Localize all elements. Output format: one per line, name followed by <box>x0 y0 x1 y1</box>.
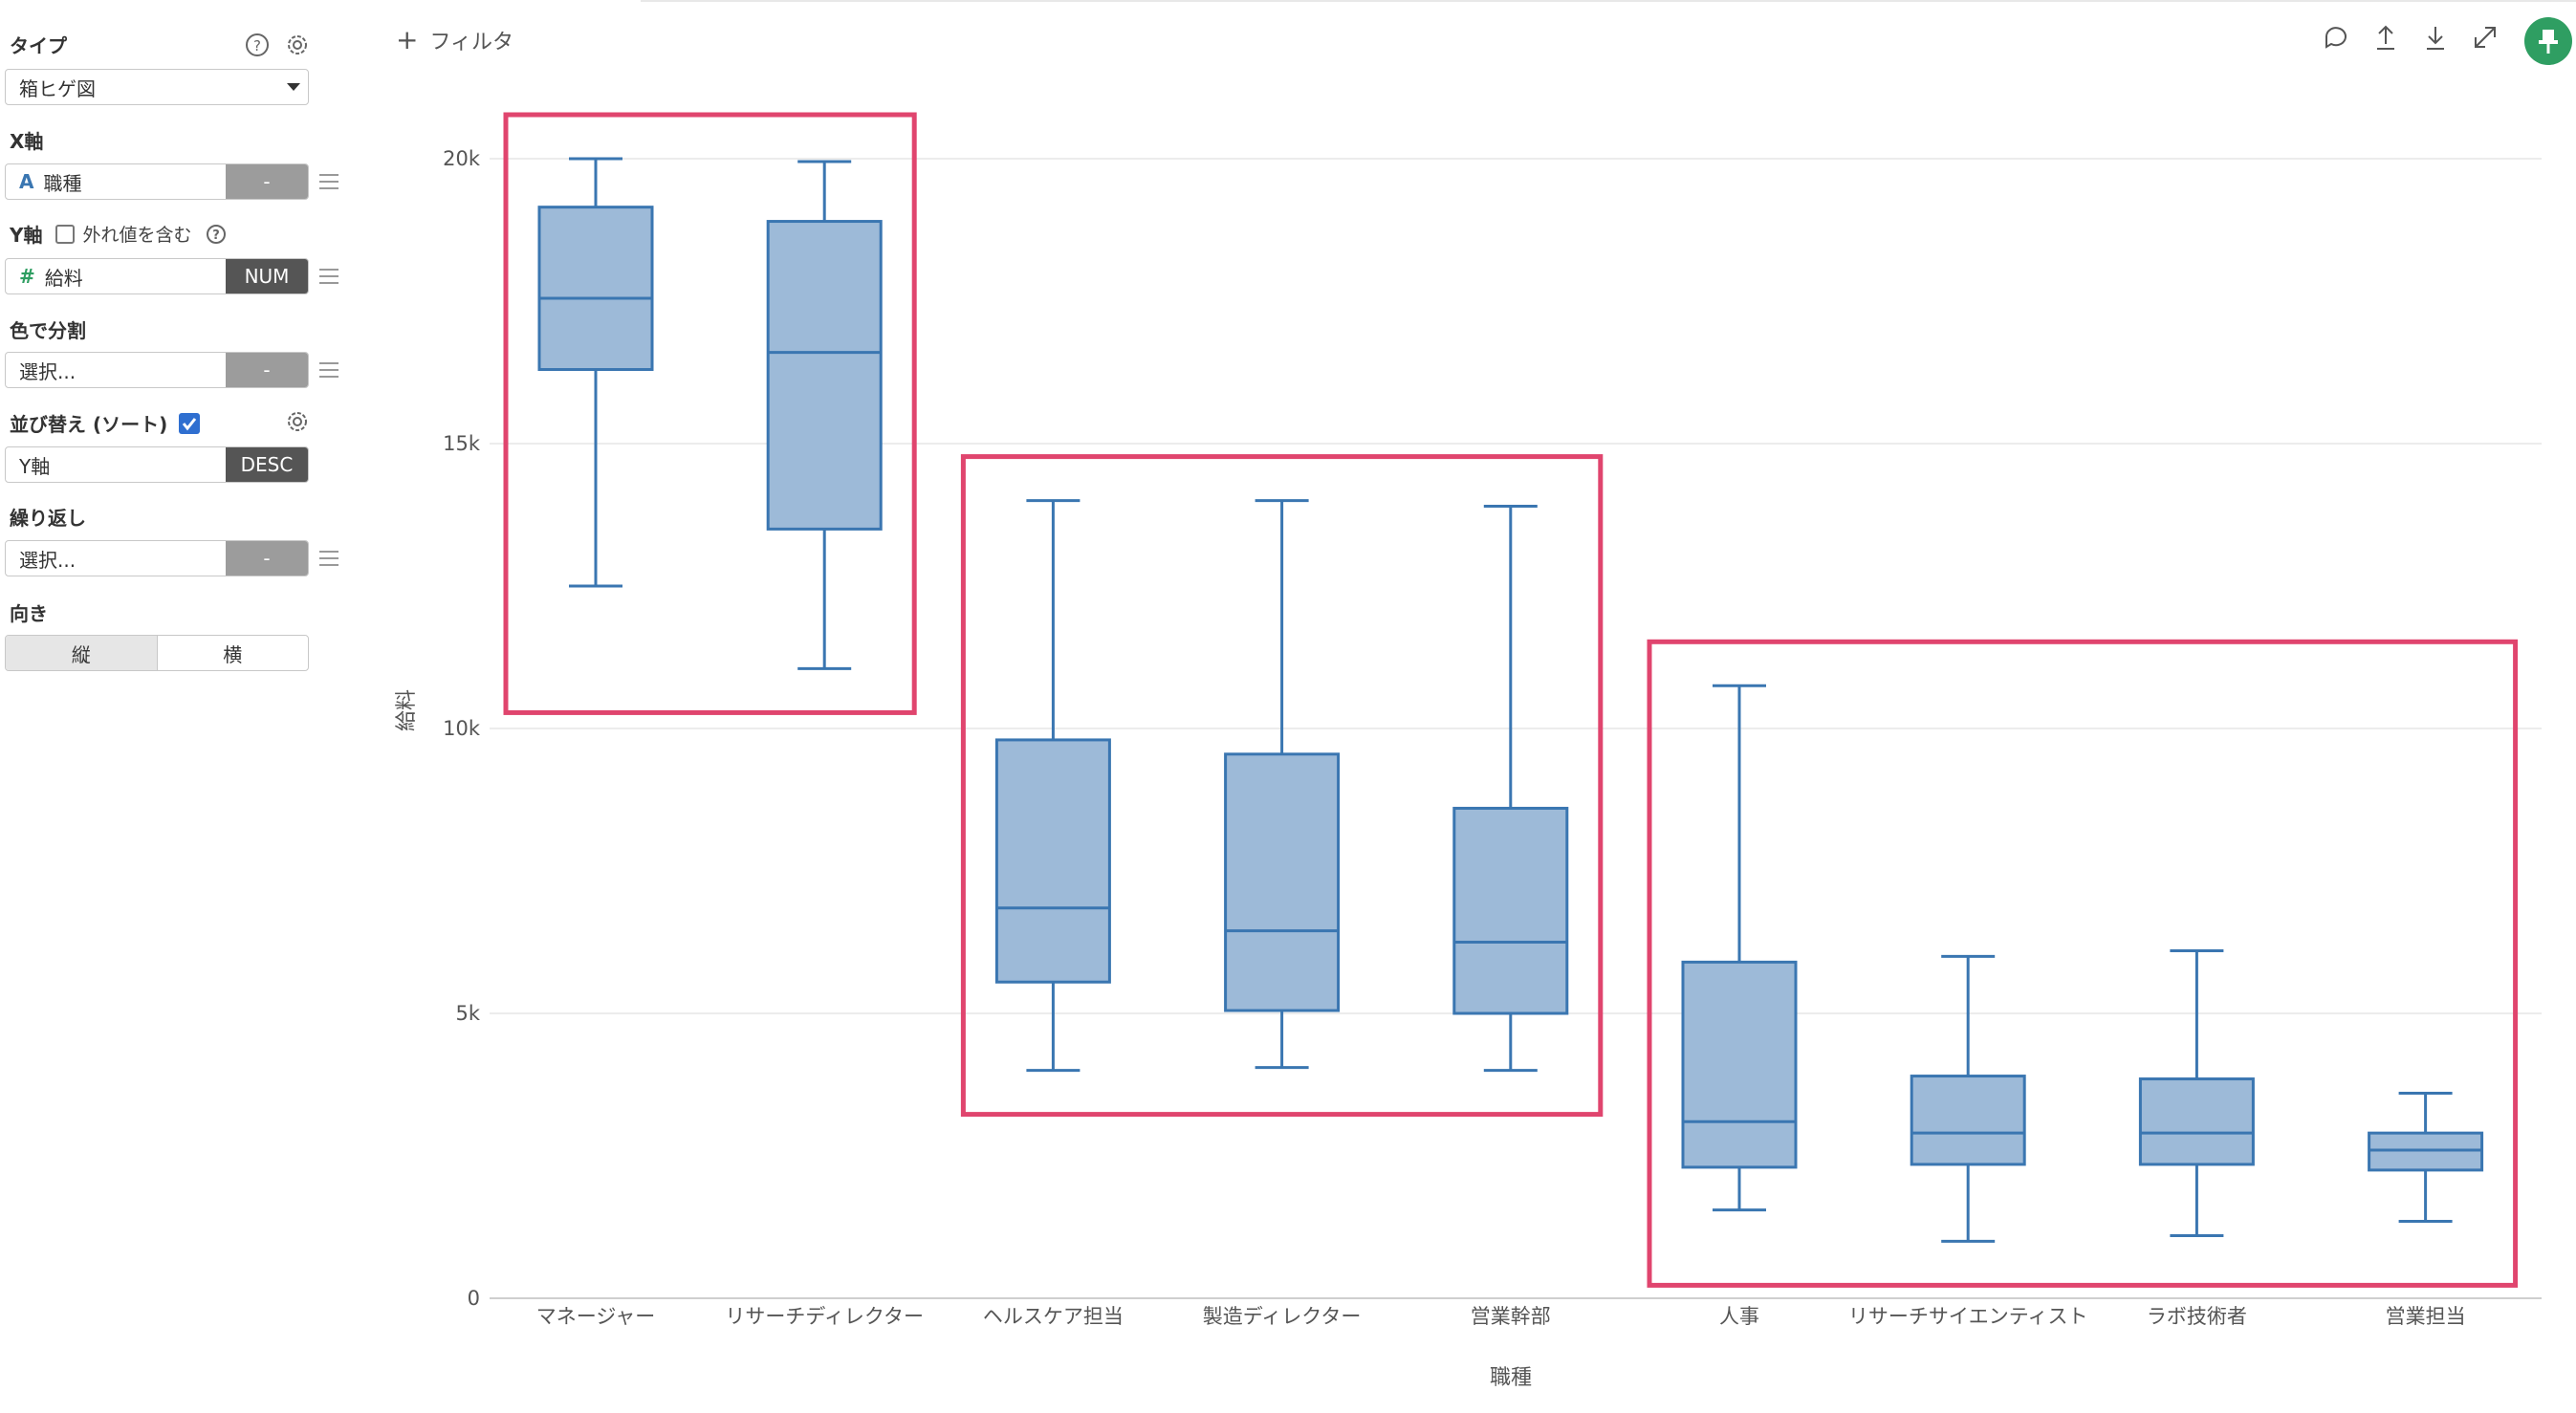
y-axis-menu-icon[interactable] <box>319 269 338 284</box>
add-filter-button[interactable]: + フィルタ <box>396 25 513 55</box>
box <box>766 220 883 531</box>
comment-icon[interactable] <box>2322 23 2350 52</box>
y-axis-field-value: 給料 <box>44 266 83 290</box>
x-axis-menu-icon[interactable] <box>319 174 338 189</box>
download-icon[interactable] <box>2421 23 2450 52</box>
box <box>2138 1077 2255 1166</box>
orientation-label: 向き <box>10 602 48 625</box>
box <box>1224 752 1341 1012</box>
y-axis-type-tag[interactable]: NUM <box>226 259 308 293</box>
orientation-horizontal-button[interactable]: 横 <box>223 642 243 666</box>
y-tick-label: 5k <box>455 1002 480 1025</box>
help-icon[interactable]: ? <box>206 224 227 245</box>
x-axis-field-value: 職種 <box>43 171 82 195</box>
box <box>1452 806 1569 1015</box>
x-tick-label: リサーチサイエンティスト <box>1848 1305 2088 1328</box>
gear-icon[interactable] <box>285 409 310 434</box>
y-axis-field[interactable]: # 給料 NUM <box>5 258 309 294</box>
sort-checkbox[interactable] <box>179 412 201 434</box>
x-tick-label: 営業幹部 <box>1471 1305 1551 1328</box>
check-icon <box>183 417 197 430</box>
x-tick-label: 営業担当 <box>2386 1305 2466 1328</box>
expand-icon[interactable] <box>2471 23 2500 52</box>
dropdown-caret-icon <box>287 83 300 91</box>
svg-text:?: ? <box>212 228 220 243</box>
highlight-box <box>960 454 1604 1118</box>
gear-icon[interactable] <box>285 33 310 57</box>
pin-button[interactable] <box>2524 17 2572 65</box>
top-divider <box>641 0 2576 2</box>
chart-type-select[interactable]: 箱ヒゲ図 <box>5 69 309 105</box>
sort-order-tag[interactable]: DESC <box>226 447 308 482</box>
sort-field-value: Y軸 <box>19 454 51 478</box>
box <box>994 738 1111 984</box>
help-icon[interactable]: ? <box>245 33 270 57</box>
box <box>1910 1075 2026 1166</box>
outlier-checkbox[interactable] <box>55 224 76 244</box>
outlier-checkbox-label: 外れ値を含む <box>82 225 192 246</box>
y-tick-label: 20k <box>443 147 481 170</box>
x-tick-label: 人事 <box>1719 1305 1759 1328</box>
box <box>1681 960 1798 1169</box>
highlight-box <box>503 112 917 715</box>
color-split-field[interactable]: 選択... - <box>5 352 309 388</box>
y-axis-label: Y軸 <box>10 224 43 247</box>
svg-text:?: ? <box>253 37 261 54</box>
chart-type-value: 箱ヒゲ図 <box>19 76 96 100</box>
y-tick-label: 0 <box>468 1287 480 1310</box>
x-axis-label: X軸 <box>10 130 44 153</box>
number-type-icon: # <box>19 265 35 288</box>
filter-label: フィルタ <box>429 31 514 54</box>
repeat-tag[interactable]: - <box>226 541 308 576</box>
sort-field[interactable]: Y軸 DESC <box>5 446 309 483</box>
x-axis-aggregation-tag[interactable]: - <box>226 164 308 199</box>
color-split-label: 色で分割 <box>10 319 86 342</box>
orientation-toggle: 縦 横 <box>5 635 309 671</box>
box <box>537 206 654 372</box>
y-axis-title: 給料 <box>395 689 419 731</box>
color-split-value: 選択... <box>19 359 76 383</box>
type-section-label: タイプ <box>10 34 67 57</box>
plus-icon: + <box>396 24 419 55</box>
y-axis-header: Y軸 外れ値を含む ? <box>10 220 227 248</box>
repeat-value: 選択... <box>19 548 76 572</box>
x-tick-label: ラボ技術者 <box>2147 1305 2247 1328</box>
y-tick-label: 15k <box>443 432 481 455</box>
highlight-box <box>1647 639 2519 1288</box>
color-split-menu-icon[interactable] <box>319 362 338 378</box>
x-axis-title: 職種 <box>1490 1366 1532 1390</box>
repeat-menu-icon[interactable] <box>319 551 338 566</box>
x-tick-label: 製造ディレクター <box>1203 1305 1362 1328</box>
y-tick-label: 10k <box>443 717 481 740</box>
sort-label: 並び替え (ソート) <box>10 413 168 436</box>
orientation-vertical-button[interactable]: 縦 <box>6 636 158 670</box>
sort-header: 並び替え (ソート) <box>10 409 201 437</box>
repeat-field[interactable]: 選択... - <box>5 540 309 576</box>
pin-icon <box>2539 30 2558 54</box>
x-axis-field[interactable]: A 職種 - <box>5 163 309 200</box>
upload-icon[interactable] <box>2371 23 2400 52</box>
repeat-label: 繰り返し <box>10 507 86 530</box>
text-type-icon: A <box>19 170 34 193</box>
chart-settings-sidebar: タイプ ? 箱ヒゲ図 X軸 A 職種 - Y軸 外れ値を含む ? # 給料 NU… <box>0 0 363 1413</box>
color-split-tag[interactable]: - <box>226 353 308 387</box>
x-tick-label: ヘルスケア担当 <box>983 1305 1124 1328</box>
x-tick-label: リサーチディレクター <box>725 1305 924 1328</box>
x-tick-label: マネージャー <box>536 1305 656 1328</box>
